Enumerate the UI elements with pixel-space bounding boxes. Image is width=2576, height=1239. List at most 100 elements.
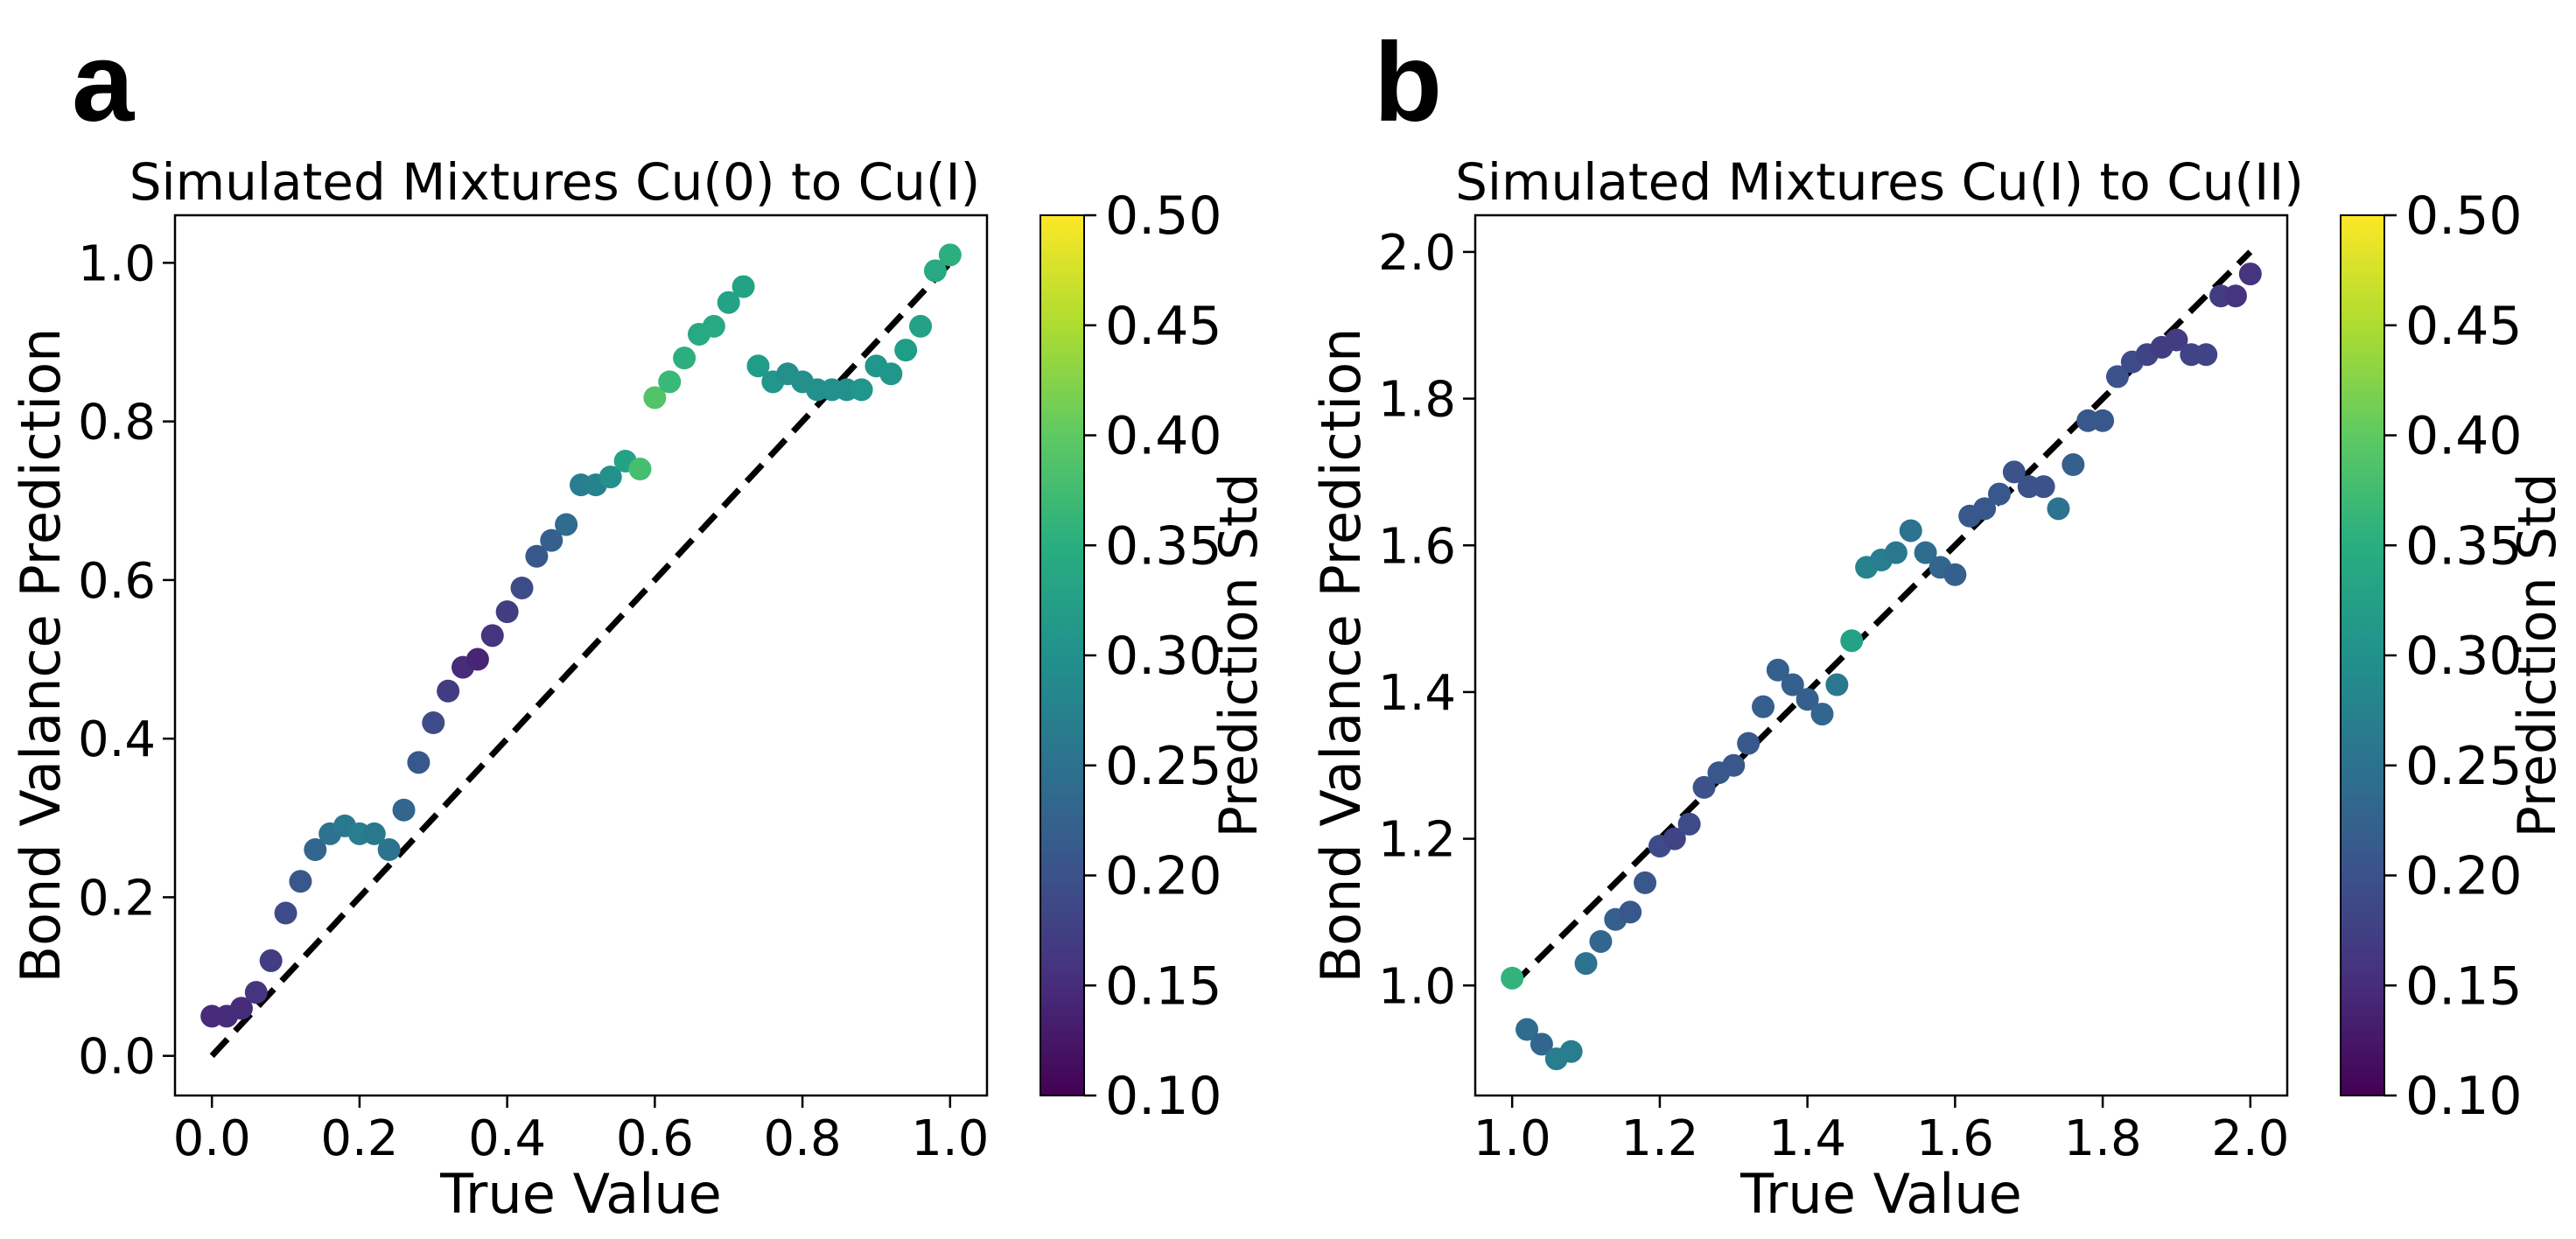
- y-tick-label: 1.2: [1378, 812, 1456, 869]
- x-tick-label: 1.2: [1620, 1110, 1698, 1167]
- data-point: [274, 901, 298, 925]
- data-point: [466, 648, 489, 671]
- data-point: [495, 600, 519, 624]
- data-point: [1516, 1018, 1539, 1041]
- data-point: [732, 275, 755, 298]
- scatter-panel-b: Simulated Mixtures Cu(I) to Cu(II) 1.0 1.…: [1309, 152, 2304, 1226]
- y-tick-label: 0.2: [78, 870, 156, 927]
- data-point: [1796, 688, 1819, 711]
- data-point: [2223, 284, 2247, 308]
- colorbar-tick-label: 0.40: [1105, 406, 1222, 467]
- y-axis-ticks-b: 1.0 1.2 1.4 1.6 1.8 2.0: [1378, 225, 1475, 1015]
- data-point: [1752, 695, 1775, 718]
- colorbar-tick-label: 0.20: [2405, 846, 2523, 907]
- data-point: [1737, 732, 1760, 755]
- data-point: [259, 948, 283, 972]
- panel-letter-b: b: [1374, 20, 1442, 145]
- data-point: [2105, 365, 2129, 388]
- x-axis-label-a: True Value: [439, 1162, 722, 1226]
- chart-title-a: Simulated Mixtures Cu(0) to Cu(I): [130, 152, 981, 212]
- data-point: [1722, 753, 1746, 777]
- y-tick-label: 0.0: [78, 1029, 156, 1086]
- data-point: [1884, 541, 1908, 564]
- data-point: [1677, 812, 1701, 836]
- colorbar-tick-label: 0.15: [1105, 956, 1222, 1017]
- colorbar-gradient-a: [1040, 214, 1085, 1096]
- data-point: [1973, 497, 1997, 521]
- y-tick-label: 0.4: [78, 711, 156, 768]
- data-point: [598, 466, 622, 489]
- data-point: [480, 624, 504, 648]
- data-point: [437, 679, 460, 703]
- data-point: [938, 243, 962, 267]
- colorbar-label-b: Prediction Std: [2507, 473, 2568, 838]
- data-point: [746, 354, 770, 378]
- data-point: [1634, 871, 1657, 894]
- data-point: [2091, 409, 2115, 432]
- data-point: [555, 513, 578, 536]
- data-point: [909, 314, 933, 338]
- y-tick-label: 0.6: [78, 553, 156, 610]
- y-tick-label: 1.0: [78, 235, 156, 292]
- data-point: [407, 751, 430, 774]
- data-point: [2047, 497, 2070, 521]
- colorbar-tick-label: 0.10: [2405, 1066, 2523, 1127]
- data-point: [1914, 541, 1937, 564]
- x-tick-label: 2.0: [2211, 1110, 2289, 1167]
- data-point: [289, 870, 312, 893]
- colorbar-tick-label: 0.45: [1105, 296, 1222, 357]
- colorbar-a: 0.10 0.15 0.20 0.25 0.30 0.35 0.40 0.45 0.50 Pre…: [1040, 186, 1270, 1127]
- data-point: [1589, 929, 1613, 953]
- data-point: [1692, 775, 1716, 799]
- colorbar-tick-label: 0.30: [2405, 626, 2523, 687]
- data-point: [717, 290, 740, 314]
- data-point: [850, 378, 873, 402]
- plot-area-b: [1474, 214, 2289, 1097]
- data-point: [2032, 475, 2055, 499]
- data-point: [628, 458, 652, 481]
- data-point: [377, 838, 401, 862]
- plot-area-a: [173, 214, 989, 1097]
- colorbar-gradient-b: [2340, 214, 2385, 1096]
- data-point: [1899, 519, 1922, 542]
- y-tick-label: 1.6: [1378, 518, 1456, 575]
- colorbar-tick-label: 0.40: [2405, 406, 2523, 467]
- data-point: [229, 997, 253, 1020]
- data-point: [2062, 453, 2085, 477]
- data-point: [1825, 673, 1849, 696]
- colorbar-tick-label: 0.45: [2405, 296, 2523, 357]
- data-point: [1501, 966, 1524, 990]
- data-point: [643, 386, 667, 410]
- data-point: [1781, 673, 1804, 696]
- y-tick-label: 1.0: [1378, 958, 1456, 1015]
- y-tick-label: 2.0: [1378, 225, 1456, 282]
- x-tick-label: 0.6: [616, 1110, 694, 1167]
- data-point: [1987, 482, 2011, 506]
- colorbar-tick-label: 0.30: [1105, 626, 1222, 687]
- chart-title-b: Simulated Mixtures Cu(I) to Cu(II): [1455, 152, 2304, 212]
- y-axis-label-a: Bond Valance Prediction: [9, 328, 73, 984]
- x-tick-label: 1.8: [2064, 1110, 2142, 1167]
- data-point: [1662, 827, 1686, 850]
- x-tick-label: 1.6: [1916, 1110, 1994, 1167]
- data-point: [540, 528, 564, 552]
- colorbar-ticks-b: 0.10 0.15 0.20 0.25 0.30 0.35 0.40 0.45 0.50: [2384, 186, 2523, 1127]
- x-tick-label: 1.0: [911, 1110, 989, 1167]
- x-tick-label: 0.2: [320, 1110, 398, 1167]
- data-point: [1810, 703, 1834, 726]
- colorbar-tick-label: 0.20: [1105, 846, 1222, 907]
- x-tick-label: 1.0: [1474, 1110, 1551, 1167]
- data-points-b: [1501, 262, 2262, 1071]
- data-point: [2194, 343, 2218, 367]
- colorbar-tick-label: 0.35: [1105, 515, 1222, 577]
- colorbar-tick-label: 0.35: [2405, 515, 2523, 577]
- y-axis-ticks-a: 0.0 0.2 0.4 0.6 0.8 1.0: [78, 235, 175, 1086]
- data-point: [1840, 629, 1864, 653]
- data-point: [923, 259, 947, 283]
- data-point: [392, 798, 416, 822]
- colorbar-label-a: Prediction Std: [1208, 473, 1270, 838]
- colorbar-ticks-a: 0.10 0.15 0.20 0.25 0.30 0.35 0.40 0.45 0.50: [1084, 186, 1222, 1127]
- colorbar-tick-label: 0.15: [2405, 956, 2523, 1017]
- data-point: [673, 346, 696, 370]
